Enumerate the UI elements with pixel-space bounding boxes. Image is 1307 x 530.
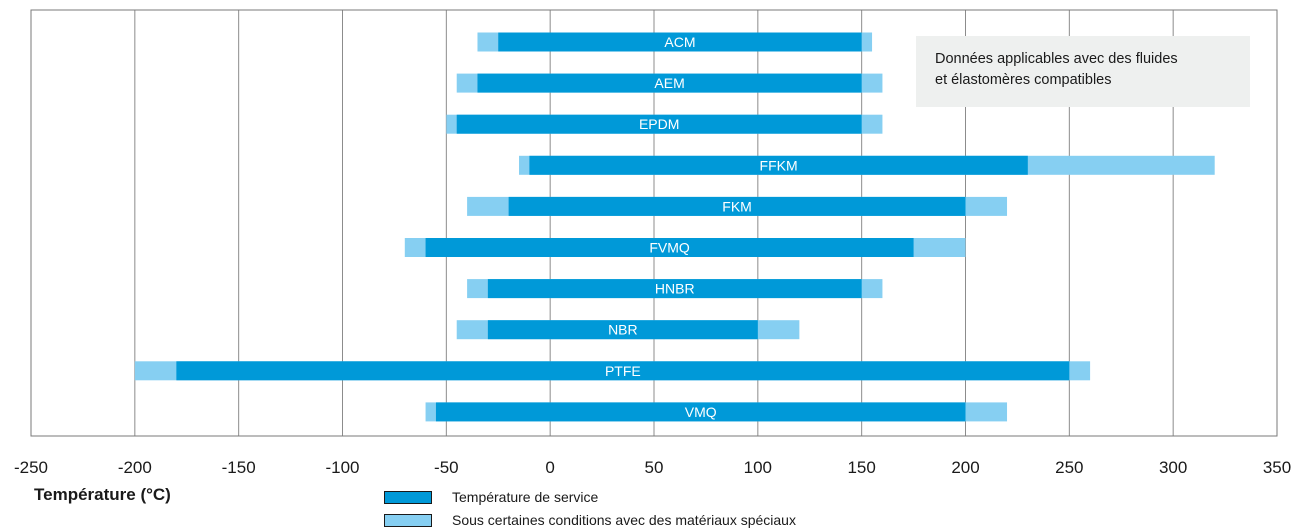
bar-label-nbr: NBR [608, 322, 638, 338]
x-axis-ticks: -250 -200 -150 -100 -50 0 50 100 150 200 250 300 350 [14, 458, 1291, 477]
x-tick-label: -150 [222, 458, 256, 477]
bar-label-fkm: FKM [722, 198, 752, 214]
plot-frame [30, 9, 1278, 437]
bar-label-ffkm: FFKM [760, 157, 798, 173]
bars [134, 32, 1215, 422]
legend-label-special: Sous certaines conditions avec des matér… [452, 512, 796, 528]
bar-service-epdm [456, 114, 862, 134]
legend-item-special: Sous certaines conditions avec des matér… [384, 512, 796, 528]
bar-label-epdm: EPDM [639, 116, 679, 132]
note-line-1: Données applicables avec des fluides [935, 51, 1178, 67]
legend-swatch-service [384, 490, 432, 504]
bar-labels: ACM AEM EPDM FFKM FKM FVMQ HNBR NBR PTFE VMQ [605, 34, 798, 420]
bar-label-aem: AEM [654, 75, 684, 91]
x-tick-label: -250 [14, 458, 48, 477]
bar-service-ffkm [529, 155, 1028, 175]
x-tick-label: 250 [1055, 458, 1083, 477]
x-tick-label: 150 [847, 458, 875, 477]
legend-swatch-special [384, 513, 432, 527]
note-line-2: et élastomères compatibles [935, 72, 1112, 88]
x-tick-label: 350 [1263, 458, 1291, 477]
legend-label-service: Température de service [452, 489, 599, 505]
bar-service-hnbr [487, 279, 862, 299]
x-tick-label: -200 [118, 458, 152, 477]
x-tick-label: 0 [545, 458, 554, 477]
bar-service-fvmq [425, 238, 914, 257]
bar-label-vmq: VMQ [685, 404, 717, 420]
x-axis-title: Température (°C) [34, 485, 171, 504]
x-tick-label: -100 [325, 458, 359, 477]
bar-service-fkm [508, 196, 966, 216]
legend-item-service: Température de service [384, 489, 598, 505]
bar-service-acm [498, 32, 862, 52]
bar-label-acm: ACM [664, 34, 695, 50]
bar-service-vmq [435, 402, 966, 422]
bar-service-aem [477, 73, 862, 93]
bar-label-hnbr: HNBR [655, 281, 695, 297]
x-tick-label: 50 [645, 458, 664, 477]
bar-service-nbr [487, 320, 758, 340]
bar-label-fvmq: FVMQ [649, 240, 690, 256]
x-tick-label: -50 [434, 458, 459, 477]
x-tick-label: 300 [1159, 458, 1187, 477]
note-box: Données applicables avec des fluides et … [916, 36, 1250, 107]
bar-service-ptfe [176, 361, 1070, 381]
x-tick-label: 200 [951, 458, 979, 477]
x-tick-label: 100 [744, 458, 772, 477]
bar-label-ptfe: PTFE [605, 363, 641, 379]
